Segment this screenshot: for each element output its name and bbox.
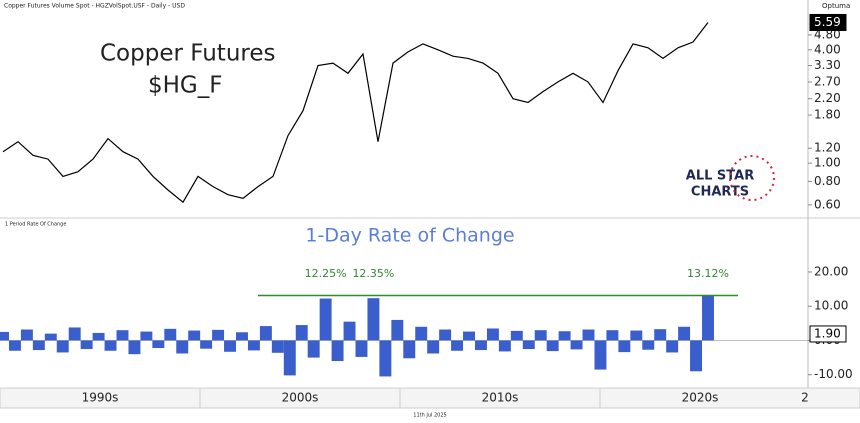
y-tick-label: 2.70	[814, 74, 841, 88]
roc-bar	[498, 340, 511, 352]
roc-bar	[188, 330, 201, 341]
roc-bar	[654, 329, 667, 341]
brand: Optuma	[822, 2, 850, 10]
roc-bar	[343, 321, 356, 341]
x-tick-label: 1990s	[82, 391, 119, 405]
last-value-label: 5.59	[814, 15, 841, 29]
header: Copper Futures Volume Spot - HGZVolSpot.…	[4, 3, 185, 10]
roc-bar	[319, 298, 332, 341]
roc-bar	[618, 340, 631, 353]
y-tick-label: 1.80	[814, 108, 841, 122]
roc-bar	[259, 326, 272, 341]
roc-bar	[391, 319, 404, 341]
roc-bar	[116, 330, 129, 341]
price-line	[2, 22, 709, 204]
roc-bar	[594, 340, 607, 370]
roc-bar	[463, 331, 475, 341]
roc-bar	[570, 340, 583, 350]
y-tick-label: 10.00	[814, 299, 848, 313]
roc-bar	[20, 329, 33, 341]
roc-bar	[283, 340, 296, 376]
roc-bar	[534, 330, 547, 341]
roc-bar	[690, 340, 703, 372]
roc-bar	[331, 340, 344, 362]
roc-bar	[379, 340, 392, 377]
roc-bar	[702, 295, 714, 341]
roc-bar	[56, 340, 69, 353]
y-tick-label: 0.80	[814, 174, 841, 188]
roc-bar	[271, 340, 284, 353]
roc-bar	[212, 329, 225, 341]
roc-bar	[68, 327, 81, 341]
panel-title: 1-Day Rate of Change	[305, 225, 514, 247]
roc-bar	[92, 332, 105, 341]
roc-bar	[558, 331, 571, 341]
value-label: 12.25%	[305, 267, 347, 280]
footer: 11th Jul 2025	[413, 413, 446, 419]
roc-bar	[140, 331, 153, 341]
x-axis-band	[0, 387, 860, 409]
roc-bar	[522, 340, 535, 350]
chart-title: Copper Futures	[100, 41, 275, 67]
roc-bar	[247, 340, 260, 351]
y-tick-label: 0.60	[814, 197, 841, 211]
roc-bar	[355, 340, 368, 357]
roc-bar	[44, 333, 57, 341]
roc-bar	[451, 340, 464, 351]
logo-text: ALL STAR	[686, 169, 754, 184]
roc-bar	[367, 298, 380, 341]
roc-bar	[152, 340, 165, 349]
roc-bar	[427, 340, 440, 354]
roc-bar	[176, 340, 189, 354]
y-tick-label: 2.20	[814, 91, 841, 105]
x-tick-label: 2	[801, 391, 809, 405]
last-value-box	[809, 13, 847, 31]
last-value-box	[809, 325, 847, 343]
roc-bar	[666, 340, 679, 353]
roc-bar	[439, 329, 452, 341]
roc-bar	[224, 340, 237, 352]
y-tick-label: 1.20	[814, 141, 841, 155]
y-tick-label: 1.00	[814, 156, 841, 170]
value-label: 13.12%	[687, 267, 729, 280]
roc-bar	[630, 330, 643, 341]
value-label: 12.35%	[352, 267, 394, 280]
roc-bar	[0, 331, 9, 341]
roc-bar	[415, 326, 428, 341]
roc-bar	[32, 340, 45, 351]
roc-bar	[403, 340, 416, 359]
roc-bar	[200, 340, 213, 349]
last-value-label: 1.90	[814, 326, 841, 340]
roc-bar	[474, 340, 487, 351]
roc-bar	[678, 326, 691, 341]
logo-text: CHARTS	[691, 185, 749, 200]
y-tick-label: 3.30	[814, 58, 841, 72]
y-tick-label: 4.00	[814, 42, 841, 56]
roc-bar	[546, 340, 559, 352]
panel-subtitle: 1 Period Rate Of Change	[5, 222, 66, 228]
roc-bar	[295, 325, 308, 341]
logo-stars	[729, 155, 775, 201]
roc-bar	[582, 329, 595, 341]
roc-bar	[307, 340, 320, 358]
roc-bar	[164, 328, 177, 341]
chart-title: $HG_F	[148, 73, 222, 99]
roc-bar	[8, 340, 21, 351]
roc-bar	[642, 340, 655, 350]
roc-bar	[128, 340, 141, 355]
x-tick-label: 2020s	[682, 391, 719, 405]
roc-bar	[104, 340, 117, 351]
x-tick-label: 2000s	[282, 391, 319, 405]
roc-bar	[606, 330, 619, 341]
x-tick-label: 2010s	[482, 391, 519, 405]
roc-bar	[510, 330, 523, 341]
roc-bar	[80, 340, 93, 350]
y-tick-label: -10.00	[814, 367, 853, 381]
roc-bar	[486, 328, 499, 341]
y-tick-label: 20.00	[814, 264, 848, 278]
roc-bar	[236, 332, 248, 341]
